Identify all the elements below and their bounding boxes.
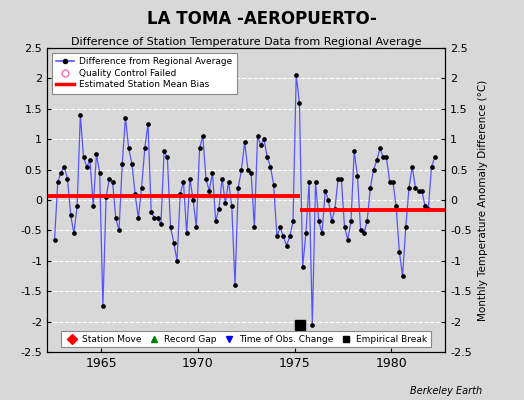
Legend: Station Move, Record Gap, Time of Obs. Change, Empirical Break: Station Move, Record Gap, Time of Obs. C… — [61, 331, 431, 348]
Text: LA TOMA -AEROPUERTO-: LA TOMA -AEROPUERTO- — [147, 10, 377, 28]
Title: Difference of Station Temperature Data from Regional Average: Difference of Station Temperature Data f… — [71, 37, 421, 47]
Y-axis label: Monthly Temperature Anomaly Difference (°C): Monthly Temperature Anomaly Difference (… — [477, 79, 487, 321]
Text: Berkeley Earth: Berkeley Earth — [410, 386, 482, 396]
